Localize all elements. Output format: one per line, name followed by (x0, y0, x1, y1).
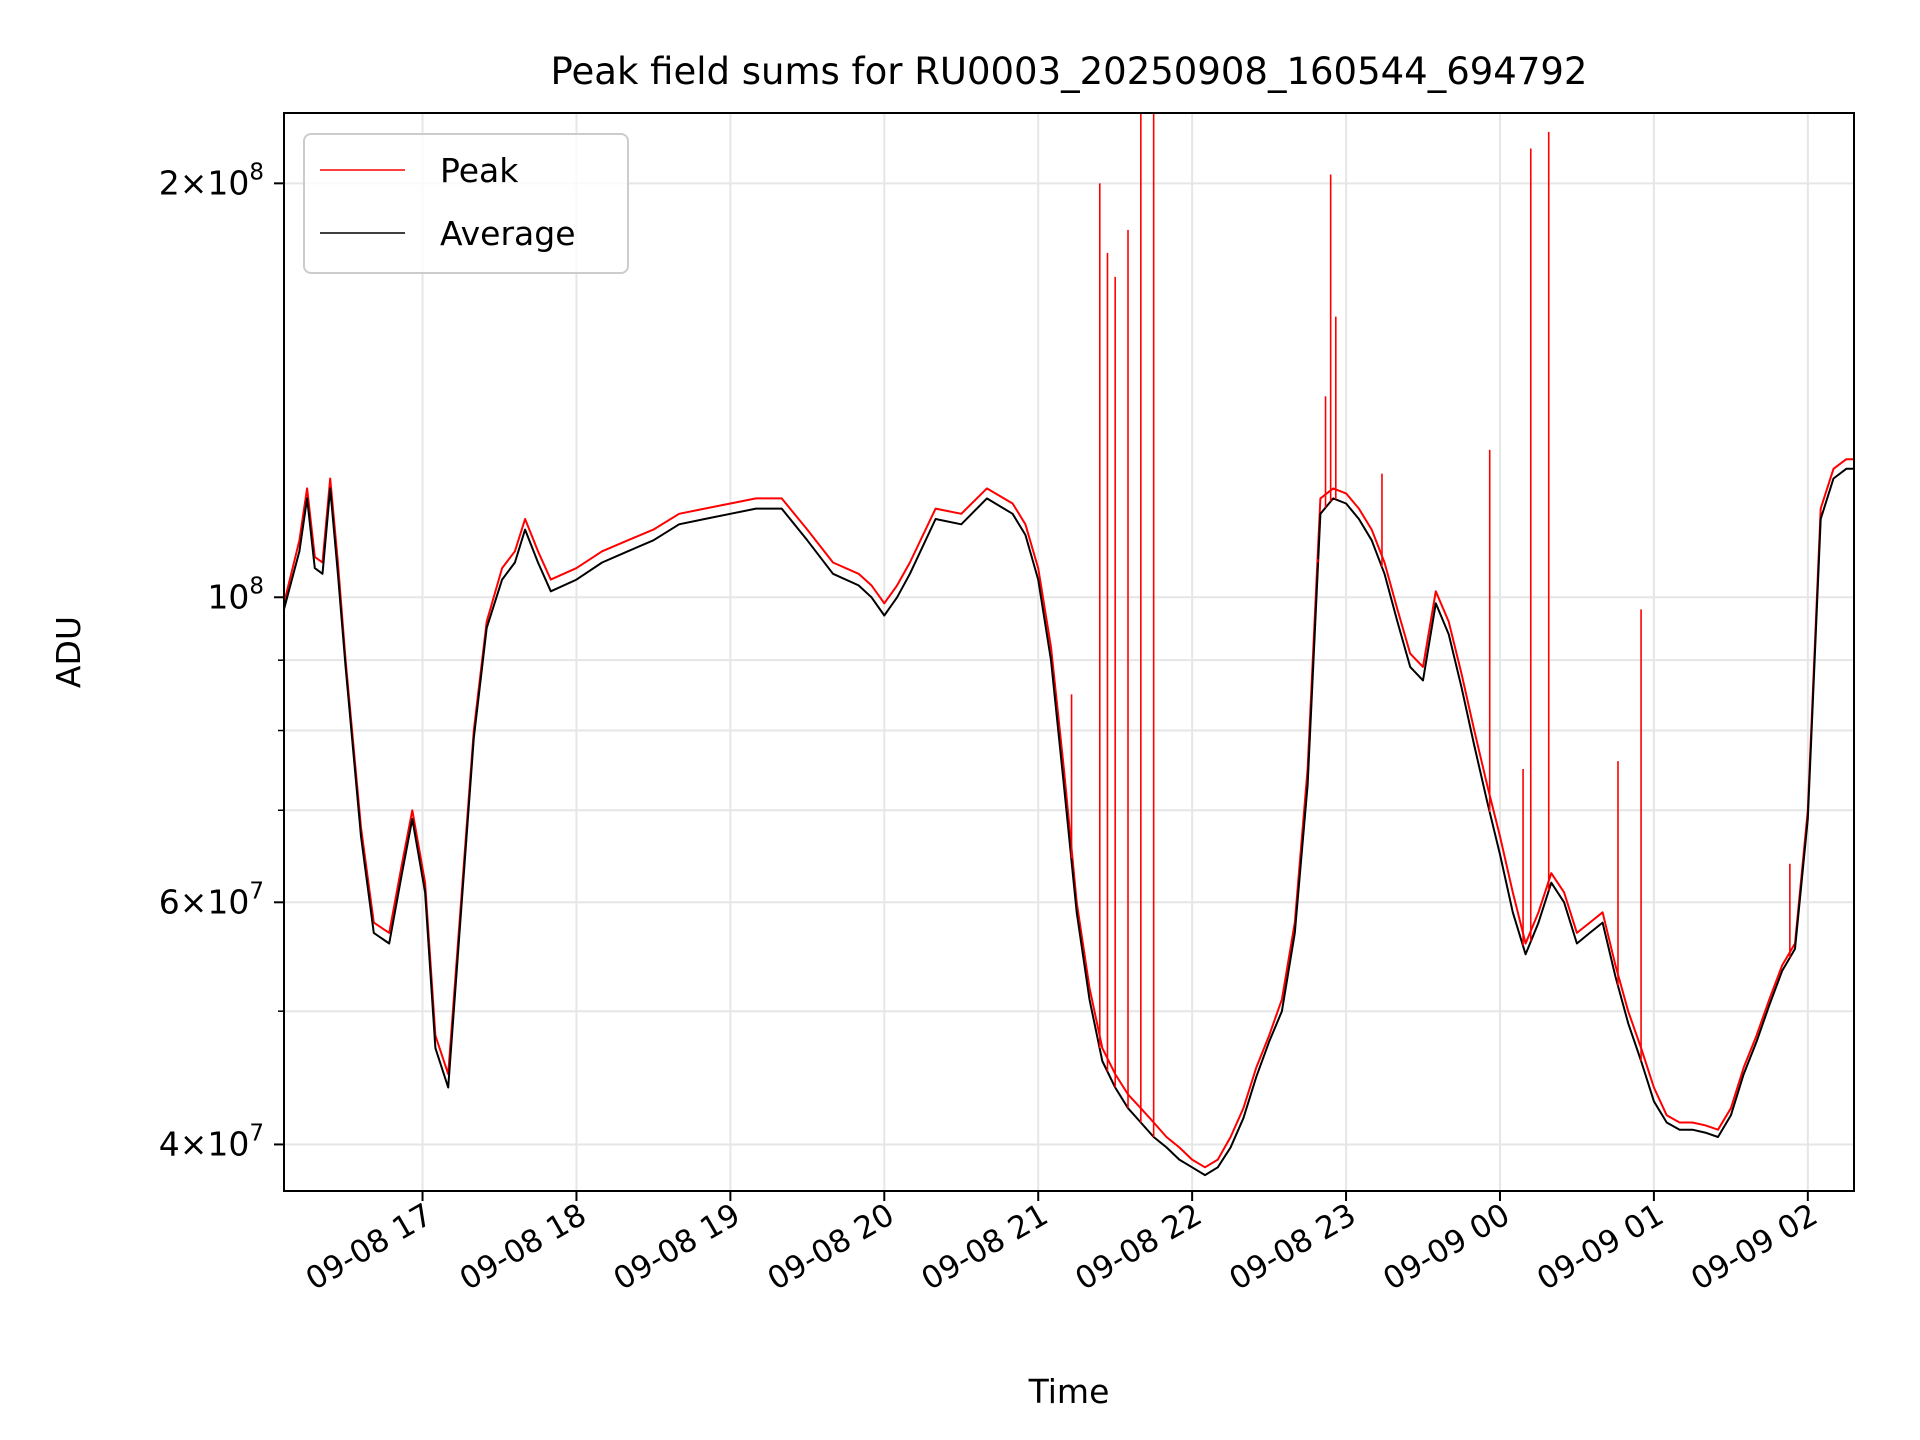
chart-title: Peak field sums for RU0003_20250908_1605… (551, 50, 1588, 93)
y-tick-label: 4×107 (159, 1120, 264, 1163)
series-layer (284, 113, 1854, 1177)
series-line-average (284, 467, 1854, 1177)
y-tick-label: 6×107 (159, 878, 264, 921)
legend: Peak Average (303, 133, 629, 274)
legend-box (303, 133, 629, 274)
legend-label-average: Average (440, 214, 576, 253)
y-tick-label: 2×108 (159, 159, 264, 202)
y-axis: 4×107 6×107 108 2×108 (159, 159, 284, 1163)
plot-frame (283, 112, 1855, 1192)
grid-lines (284, 113, 1854, 1191)
legend-label-peak: Peak (440, 151, 519, 190)
series-line-peak (284, 458, 1854, 1169)
y-tick-label: 108 (207, 573, 264, 616)
x-axis-label: Time (1028, 1372, 1110, 1411)
y-axis-label: ADU (49, 616, 88, 688)
